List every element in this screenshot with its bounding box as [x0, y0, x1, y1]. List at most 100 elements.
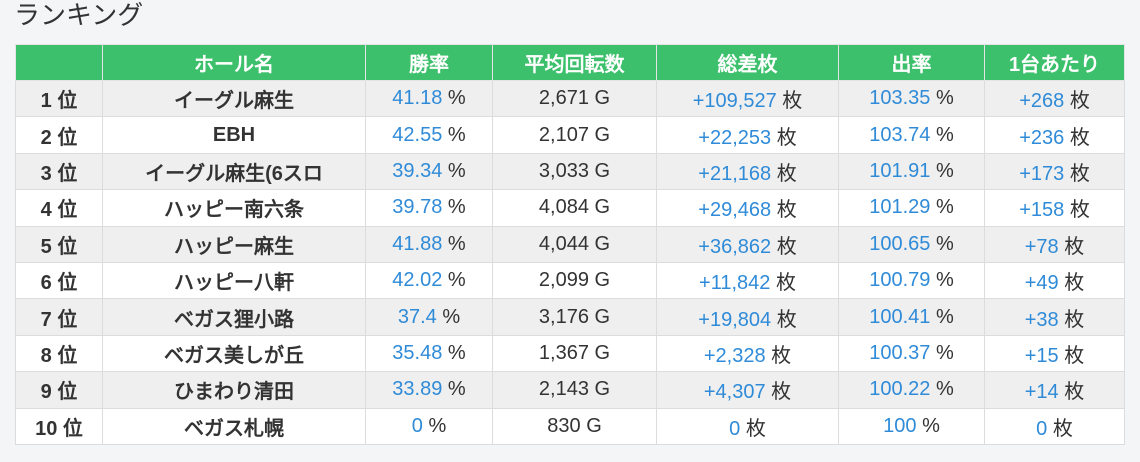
header-payout: 出率: [838, 44, 985, 81]
total-diff-value: +2,328: [703, 344, 766, 367]
total-diff-value: +21,168: [698, 162, 772, 185]
payout-cell: 100.79 %: [838, 261, 985, 300]
payout-cell: 100.37 %: [838, 334, 985, 373]
total-diff-unit: 枚: [745, 417, 766, 440]
avg-spins-unit: G: [594, 159, 611, 182]
per-machine-value: +78: [1024, 235, 1059, 258]
payout-cell: 100 %: [838, 407, 985, 445]
win-rate-value: 39.78: [392, 196, 443, 219]
payout-value: 100: [883, 414, 917, 437]
payout-unit: %: [935, 232, 954, 255]
total-diff-value: +109,527: [692, 90, 777, 113]
payout-unit: %: [935, 159, 954, 182]
total-diff-value: +22,253: [698, 126, 772, 149]
per-machine-unit: 枚: [1064, 272, 1085, 295]
total-diff-unit: 枚: [776, 162, 797, 185]
per-machine-value: +38: [1024, 308, 1059, 331]
win-rate-unit: %: [428, 414, 447, 437]
per-machine-unit: 枚: [1064, 344, 1085, 367]
rank-cell: 7 位: [15, 298, 103, 336]
per-machine-cell: 0 枚: [984, 407, 1125, 445]
payout-unit: %: [922, 414, 940, 437]
win-rate-unit: %: [447, 232, 466, 255]
per-machine-value: +14: [1024, 381, 1059, 404]
avg-spins-value: 4,084: [538, 196, 589, 219]
per-machine-unit: 枚: [1064, 308, 1085, 331]
avg-spins-unit: G: [594, 341, 611, 364]
total-diff-cell: +22,253 枚: [656, 116, 839, 154]
total-diff-cell: +21,168 枚: [656, 152, 839, 191]
per-machine-unit: 枚: [1052, 417, 1073, 440]
avg-spins-cell: 1,367 G: [492, 334, 657, 373]
per-machine-unit: 枚: [1064, 381, 1085, 404]
per-machine-value: +236: [1019, 126, 1065, 149]
table-row: 8 位 ベガス美しが丘 35.48 % 1,367 G +2,328 枚 100…: [15, 334, 1125, 373]
win-rate-value: 41.88: [392, 232, 443, 255]
win-rate-value: 41.18: [392, 87, 443, 110]
per-machine-unit: 枚: [1064, 235, 1085, 258]
total-diff-value: +36,862: [698, 235, 772, 258]
per-machine-cell: +173 枚: [984, 152, 1125, 191]
payout-cell: 100.22 %: [838, 371, 985, 409]
rank-number: 7: [40, 308, 52, 331]
avg-spins-cell: 2,107 G: [492, 116, 657, 154]
total-diff-unit: 枚: [775, 272, 796, 295]
per-machine-cell: +158 枚: [984, 189, 1125, 227]
rank-number: 5: [40, 235, 52, 258]
per-machine-cell: +15 枚: [984, 334, 1125, 373]
avg-spins-cell: 2,099 G: [492, 261, 657, 300]
rank-cell: 10 位: [15, 407, 103, 445]
avg-spins-value: 2,671: [538, 87, 589, 110]
rank-cell: 4 位: [15, 189, 103, 227]
win-rate-unit: %: [447, 269, 466, 292]
ranking-table: ホール名 勝率 平均回転数 総差枚 出率 1台あたり 1 位 イーグル麻生 41…: [15, 44, 1125, 445]
total-diff-cell: +36,862 枚: [656, 225, 839, 263]
avg-spins-unit: G: [594, 123, 611, 146]
payout-value: 103.35: [869, 87, 931, 110]
payout-unit: %: [935, 269, 954, 292]
rank-unit: 位: [62, 417, 83, 440]
hall-name: ベガス札幌: [102, 407, 366, 445]
avg-spins-unit: G: [594, 305, 611, 328]
payout-value: 100.79: [869, 269, 931, 292]
avg-spins-cell: 4,044 G: [492, 225, 657, 263]
header-row: ホール名 勝率 平均回転数 総差枚 出率 1台あたり: [15, 44, 1125, 81]
payout-unit: %: [935, 305, 954, 328]
table-row: 3 位 イーグル麻生(6スロ 39.34 % 3,033 G +21,168 枚…: [15, 152, 1125, 191]
win-rate-value: 37.4: [397, 305, 437, 328]
win-rate-value: 35.48: [392, 341, 443, 364]
table-row: 6 位 ハッピー八軒 42.02 % 2,099 G +11,842 枚 100…: [15, 261, 1125, 300]
per-machine-value: 0: [1036, 417, 1048, 440]
total-diff-unit: 枚: [776, 199, 797, 222]
win-rate-cell: 0 %: [365, 407, 493, 445]
per-machine-value: +158: [1019, 199, 1065, 222]
rank-unit: 位: [57, 381, 78, 404]
table-row: 2 位 EBH 42.55 % 2,107 G +22,253 枚 103.74…: [15, 116, 1125, 154]
per-machine-cell: +14 枚: [984, 371, 1125, 409]
hall-name: ベガス美しが丘: [102, 334, 366, 373]
rank-unit: 位: [57, 344, 78, 367]
payout-unit: %: [935, 341, 954, 364]
win-rate-value: 33.89: [392, 378, 443, 401]
hall-name: EBH: [102, 116, 366, 154]
rank-unit: 位: [57, 162, 78, 185]
total-diff-value: +4,307: [703, 381, 766, 404]
payout-cell: 100.41 %: [838, 298, 985, 336]
per-machine-unit: 枚: [1069, 126, 1090, 149]
total-diff-cell: +11,842 枚: [656, 261, 839, 300]
header-per-machine: 1台あたり: [984, 44, 1125, 81]
hall-name: ひまわり清田: [102, 371, 366, 409]
total-diff-value: +11,842: [699, 272, 771, 295]
rank-cell: 5 位: [15, 225, 103, 263]
total-diff-cell: 0 枚: [656, 407, 839, 445]
avg-spins-unit: G: [594, 269, 611, 292]
win-rate-cell: 42.02 %: [365, 261, 493, 300]
per-machine-unit: 枚: [1069, 199, 1090, 222]
avg-spins-value: 2,107: [538, 123, 589, 146]
hall-name: イーグル麻生: [102, 79, 366, 118]
rank-number: 1: [40, 90, 52, 113]
rank-unit: 位: [57, 90, 78, 113]
payout-unit: %: [935, 87, 954, 110]
win-rate-unit: %: [447, 196, 466, 219]
avg-spins-cell: 2,671 G: [492, 79, 657, 118]
